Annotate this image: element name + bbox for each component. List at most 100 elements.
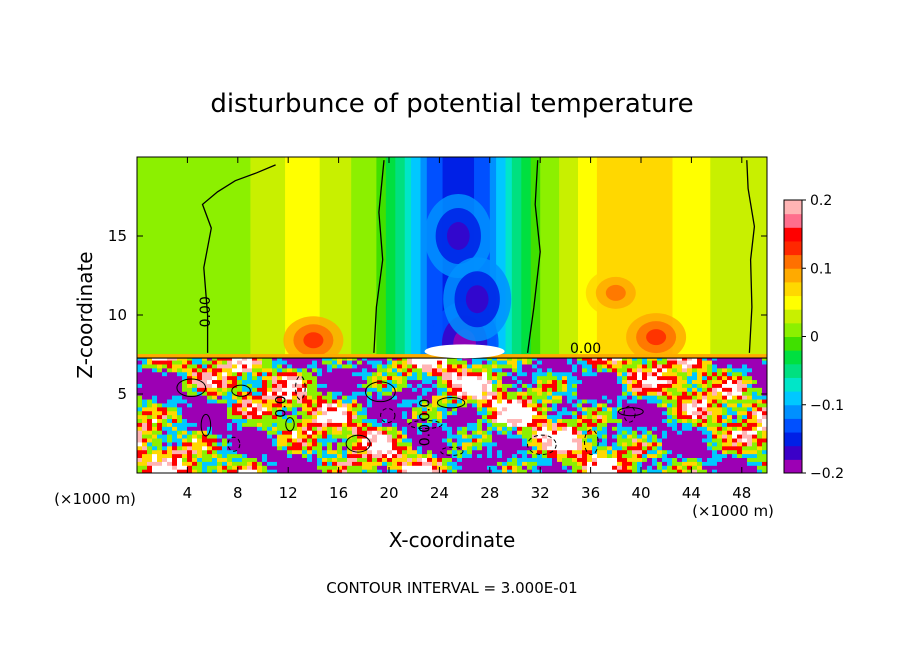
boundary-cell: [262, 449, 268, 455]
boundary-cell: [632, 371, 638, 377]
boundary-cell: [402, 410, 408, 416]
boundary-cell: [722, 449, 728, 455]
boundary-cell: [427, 359, 433, 365]
boundary-cell: [282, 449, 288, 455]
boundary-cell: [622, 422, 628, 427]
boundary-cell: [647, 441, 653, 447]
boundary-cell: [672, 383, 678, 388]
boundary-cell: [687, 371, 693, 377]
boundary-cell: [277, 430, 283, 435]
boundary-cell: [212, 387, 218, 392]
boundary-cell: [267, 449, 273, 455]
boundary-cell: [702, 363, 708, 369]
boundary-cell: [327, 387, 333, 392]
boundary-cell: [252, 359, 258, 365]
boundary-cell: [462, 363, 468, 369]
boundary-cell: [262, 367, 268, 373]
colorbar-cell: [784, 213, 802, 228]
boundary-cell: [372, 375, 378, 381]
boundary-cell: [652, 414, 658, 420]
boundary-cell: [447, 414, 453, 420]
boundary-cell: [447, 430, 453, 435]
boundary-cell: [302, 437, 308, 443]
boundary-cell: [602, 426, 608, 431]
boundary-cell: [642, 402, 648, 408]
boundary-cell: [692, 434, 698, 439]
boundary-cell: [162, 363, 168, 369]
boundary-cell: [262, 414, 268, 420]
boundary-cell: [702, 398, 708, 404]
boundary-cell: [457, 430, 463, 435]
boundary-cell: [742, 375, 748, 381]
boundary-cell: [482, 457, 488, 462]
boundary-cell: [247, 457, 253, 462]
boundary-cell: [567, 418, 573, 423]
boundary-cell: [252, 437, 258, 443]
boundary-cell: [362, 398, 368, 404]
boundary-cell: [162, 422, 168, 427]
boundary-cell: [652, 449, 658, 455]
boundary-cell: [432, 434, 438, 439]
upper-column: [269, 157, 274, 357]
boundary-cell: [592, 387, 598, 392]
boundary-cell: [442, 406, 448, 412]
boundary-cell: [677, 395, 683, 400]
boundary-cell: [342, 430, 348, 435]
boundary-cell: [257, 426, 263, 431]
boundary-cell: [747, 441, 753, 447]
boundary-cell: [762, 422, 767, 427]
boundary-cell: [587, 398, 593, 404]
boundary-cell: [342, 371, 348, 377]
boundary-cell: [677, 457, 683, 462]
boundary-cell: [697, 379, 703, 384]
boundary-cell: [522, 406, 528, 412]
boundary-cell: [472, 422, 478, 427]
boundary-cell: [732, 461, 738, 466]
boundary-cell: [762, 426, 767, 431]
boundary-cell: [497, 371, 503, 377]
colorbar-cell: [784, 377, 802, 392]
boundary-cell: [592, 469, 598, 473]
boundary-cell: [532, 453, 538, 459]
boundary-cell: [462, 422, 468, 427]
boundary-cell: [437, 363, 443, 369]
boundary-cell: [362, 418, 368, 423]
boundary-cell: [612, 437, 618, 443]
boundary-cell: [327, 410, 333, 416]
boundary-cell: [507, 465, 513, 470]
boundary-cell: [237, 406, 243, 412]
boundary-cell: [202, 391, 208, 396]
boundary-cell: [422, 445, 428, 451]
boundary-cell: [587, 410, 593, 416]
boundary-cell: [287, 375, 293, 381]
boundary-cell: [322, 422, 328, 427]
boundary-cell: [432, 391, 438, 396]
boundary-cell: [687, 375, 693, 381]
boundary-cell: [207, 441, 213, 447]
boundary-cell: [557, 383, 563, 388]
upper-column: [499, 157, 503, 357]
boundary-cell: [162, 387, 168, 392]
boundary-cell: [602, 457, 608, 462]
boundary-cell: [502, 453, 508, 459]
boundary-cell: [202, 395, 208, 400]
boundary-cell: [542, 387, 548, 392]
boundary-cell: [742, 379, 748, 384]
boundary-cell: [162, 430, 168, 435]
boundary-cell: [632, 391, 638, 396]
boundary-cell: [412, 395, 418, 400]
boundary-cell: [152, 359, 158, 365]
boundary-cell: [712, 363, 718, 369]
boundary-cell: [557, 395, 563, 400]
boundary-cell: [477, 410, 483, 416]
upper-column: [704, 157, 708, 357]
boundary-cell: [502, 375, 508, 381]
boundary-cell: [742, 383, 748, 388]
boundary-cell: [697, 457, 703, 462]
boundary-cell: [447, 402, 453, 408]
boundary-cell: [597, 469, 603, 473]
boundary-cell: [197, 383, 203, 388]
boundary-cell: [317, 422, 323, 427]
boundary-cell: [477, 391, 483, 396]
boundary-cell: [742, 395, 748, 400]
